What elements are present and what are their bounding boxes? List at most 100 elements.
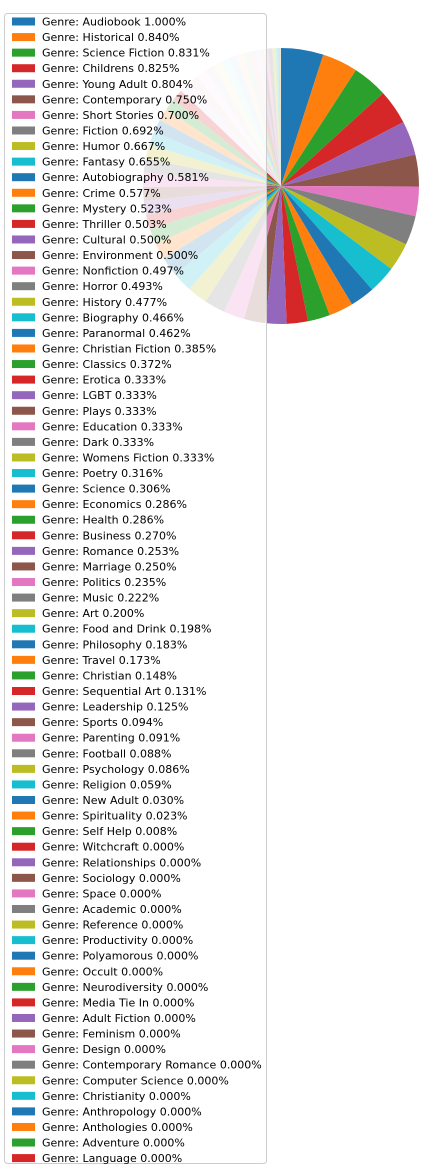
legend-item: Genre: Design 0.000% [12, 1043, 166, 1056]
legend-label: Genre: Classics 0.372% [42, 358, 172, 371]
legend-swatch [12, 422, 35, 431]
legend-item: Genre: Reference 0.000% [12, 919, 183, 932]
legend-swatch [12, 655, 35, 664]
legend-label: Genre: Feminism 0.000% [42, 1028, 181, 1041]
legend-label: Genre: Erotica 0.333% [42, 374, 166, 387]
legend-swatch [12, 780, 35, 789]
legend-label: Genre: Anthologies 0.000% [42, 1121, 193, 1134]
legend-swatch [12, 873, 35, 882]
legend-label: Genre: Politics 0.235% [42, 576, 166, 589]
legend-label: Genre: Psychology 0.086% [42, 763, 190, 776]
legend-item: Genre: Dark 0.333% [12, 436, 154, 449]
legend-item: Genre: Plays 0.333% [12, 405, 157, 418]
legend-label: Genre: Horror 0.493% [42, 280, 163, 293]
pie-slice [281, 186, 353, 316]
legend-item: Genre: Contemporary Romance 0.000% [12, 1059, 262, 1072]
legend-label: Genre: Sequential Art 0.131% [42, 685, 206, 698]
legend-swatch [12, 1091, 35, 1100]
legend-item: Genre: Erotica 0.333% [12, 374, 166, 387]
legend-label: Genre: Academic 0.000% [42, 903, 182, 916]
legend-item: Genre: Health 0.286% [12, 514, 164, 527]
legend-swatch [12, 889, 35, 898]
legend-item: Genre: Politics 0.235% [12, 576, 166, 589]
legend-swatch [12, 546, 35, 555]
legend-item: Genre: Relationships 0.000% [12, 856, 201, 869]
legend-label: Genre: History 0.477% [42, 296, 167, 309]
legend-item: Genre: Education 0.333% [12, 420, 183, 433]
legend-item: Genre: Psychology 0.086% [12, 763, 190, 776]
legend-swatch [12, 360, 35, 369]
legend-swatch [12, 827, 35, 836]
legend-label: Genre: Religion 0.059% [42, 778, 172, 791]
legend-label: Genre: Education 0.333% [42, 420, 183, 433]
legend-label: Genre: Language 0.000% [42, 1152, 182, 1165]
legend-label: Genre: Computer Science 0.000% [42, 1074, 229, 1087]
legend-item: Genre: Media Tie In 0.000% [12, 996, 194, 1009]
legend-label: Genre: Young Adult 0.804% [42, 78, 193, 91]
legend-item: Genre: LGBT 0.333% [12, 389, 157, 402]
legend-swatch [12, 48, 35, 57]
legend-swatch [12, 624, 35, 633]
legend-item: Genre: Food and Drink 0.198% [12, 623, 211, 636]
legend-label: Genre: Adult Fiction 0.000% [42, 1012, 196, 1025]
legend-item: Genre: Biography 0.466% [12, 311, 184, 324]
legend-item: Genre: Art 0.200% [12, 607, 144, 620]
legend-item: Genre: Anthropology 0.000% [12, 1105, 202, 1118]
legend-item: Genre: Business 0.270% [12, 529, 176, 542]
legend-label: Genre: Poetry 0.316% [42, 467, 163, 480]
legend-label: Genre: Romance 0.253% [42, 545, 179, 558]
legend-item: Genre: Science Fiction 0.831% [12, 47, 210, 60]
legend-item: Genre: Contemporary 0.750% [12, 93, 207, 106]
legend-swatch [12, 235, 35, 244]
legend-label: Genre: Neurodiversity 0.000% [42, 981, 208, 994]
legend-swatch [12, 204, 35, 213]
legend-label: Genre: Food and Drink 0.198% [42, 623, 211, 636]
legend-label: Genre: Polyamorous 0.000% [42, 950, 198, 963]
legend-label: Genre: Contemporary 0.750% [42, 93, 207, 106]
legend-item: Genre: Nonfiction 0.497% [12, 265, 184, 278]
legend-swatch [12, 313, 35, 322]
legend-label: Genre: Art 0.200% [42, 607, 144, 620]
legend-label: Genre: Philosophy 0.183% [42, 638, 187, 651]
legend-item: Genre: Christian Fiction 0.385% [12, 342, 216, 355]
legend-item: Genre: Parenting 0.091% [12, 732, 180, 745]
legend-label: Genre: Reference 0.000% [42, 919, 183, 932]
legend-swatch [12, 733, 35, 742]
legend-label: Genre: Occult 0.000% [42, 965, 163, 978]
legend-swatch [12, 219, 35, 228]
legend-swatch [12, 764, 35, 773]
legend-item: Genre: Horror 0.493% [12, 280, 163, 293]
legend-label: Genre: Childrens 0.825% [42, 62, 179, 75]
legend-label: Genre: Productivity 0.000% [42, 934, 193, 947]
legend-item: Genre: Adventure 0.000% [12, 1137, 185, 1150]
legend-item: Genre: Sequential Art 0.131% [12, 685, 206, 698]
legend-item: Genre: Academic 0.000% [12, 903, 182, 916]
legend-swatch [12, 157, 35, 166]
pie-slice [281, 186, 419, 217]
legend-swatch [12, 375, 35, 384]
legend-swatch [12, 951, 35, 960]
legend-item: Genre: Childrens 0.825% [12, 62, 179, 75]
legend-label: Genre: Short Stories 0.700% [42, 109, 199, 122]
legend-label: Genre: Marriage 0.250% [42, 560, 177, 573]
pie-slice [281, 186, 330, 322]
legend-swatch [12, 702, 35, 711]
legend-item: Genre: Music 0.222% [12, 592, 159, 605]
legend-swatch [12, 967, 35, 976]
legend-label: Genre: Humor 0.667% [42, 140, 165, 153]
legend-item: Genre: Neurodiversity 0.000% [12, 981, 208, 994]
legend-swatch [12, 749, 35, 758]
legend-swatch [12, 79, 35, 88]
legend-swatch [12, 64, 35, 73]
pie-slice [265, 186, 287, 324]
legend-swatch [12, 609, 35, 618]
legend-item: Genre: Spirituality 0.023% [12, 810, 188, 823]
pie-slice [281, 186, 309, 324]
legend-item: Genre: Space 0.000% [12, 887, 161, 900]
legend-item: Genre: Classics 0.372% [12, 358, 172, 371]
legend-swatch [12, 1060, 35, 1069]
legend-item: Genre: Leadership 0.125% [12, 701, 188, 714]
legend-swatch [12, 17, 35, 26]
legend-item: Genre: Christianity 0.000% [12, 1090, 191, 1103]
legend-swatch [12, 842, 35, 851]
